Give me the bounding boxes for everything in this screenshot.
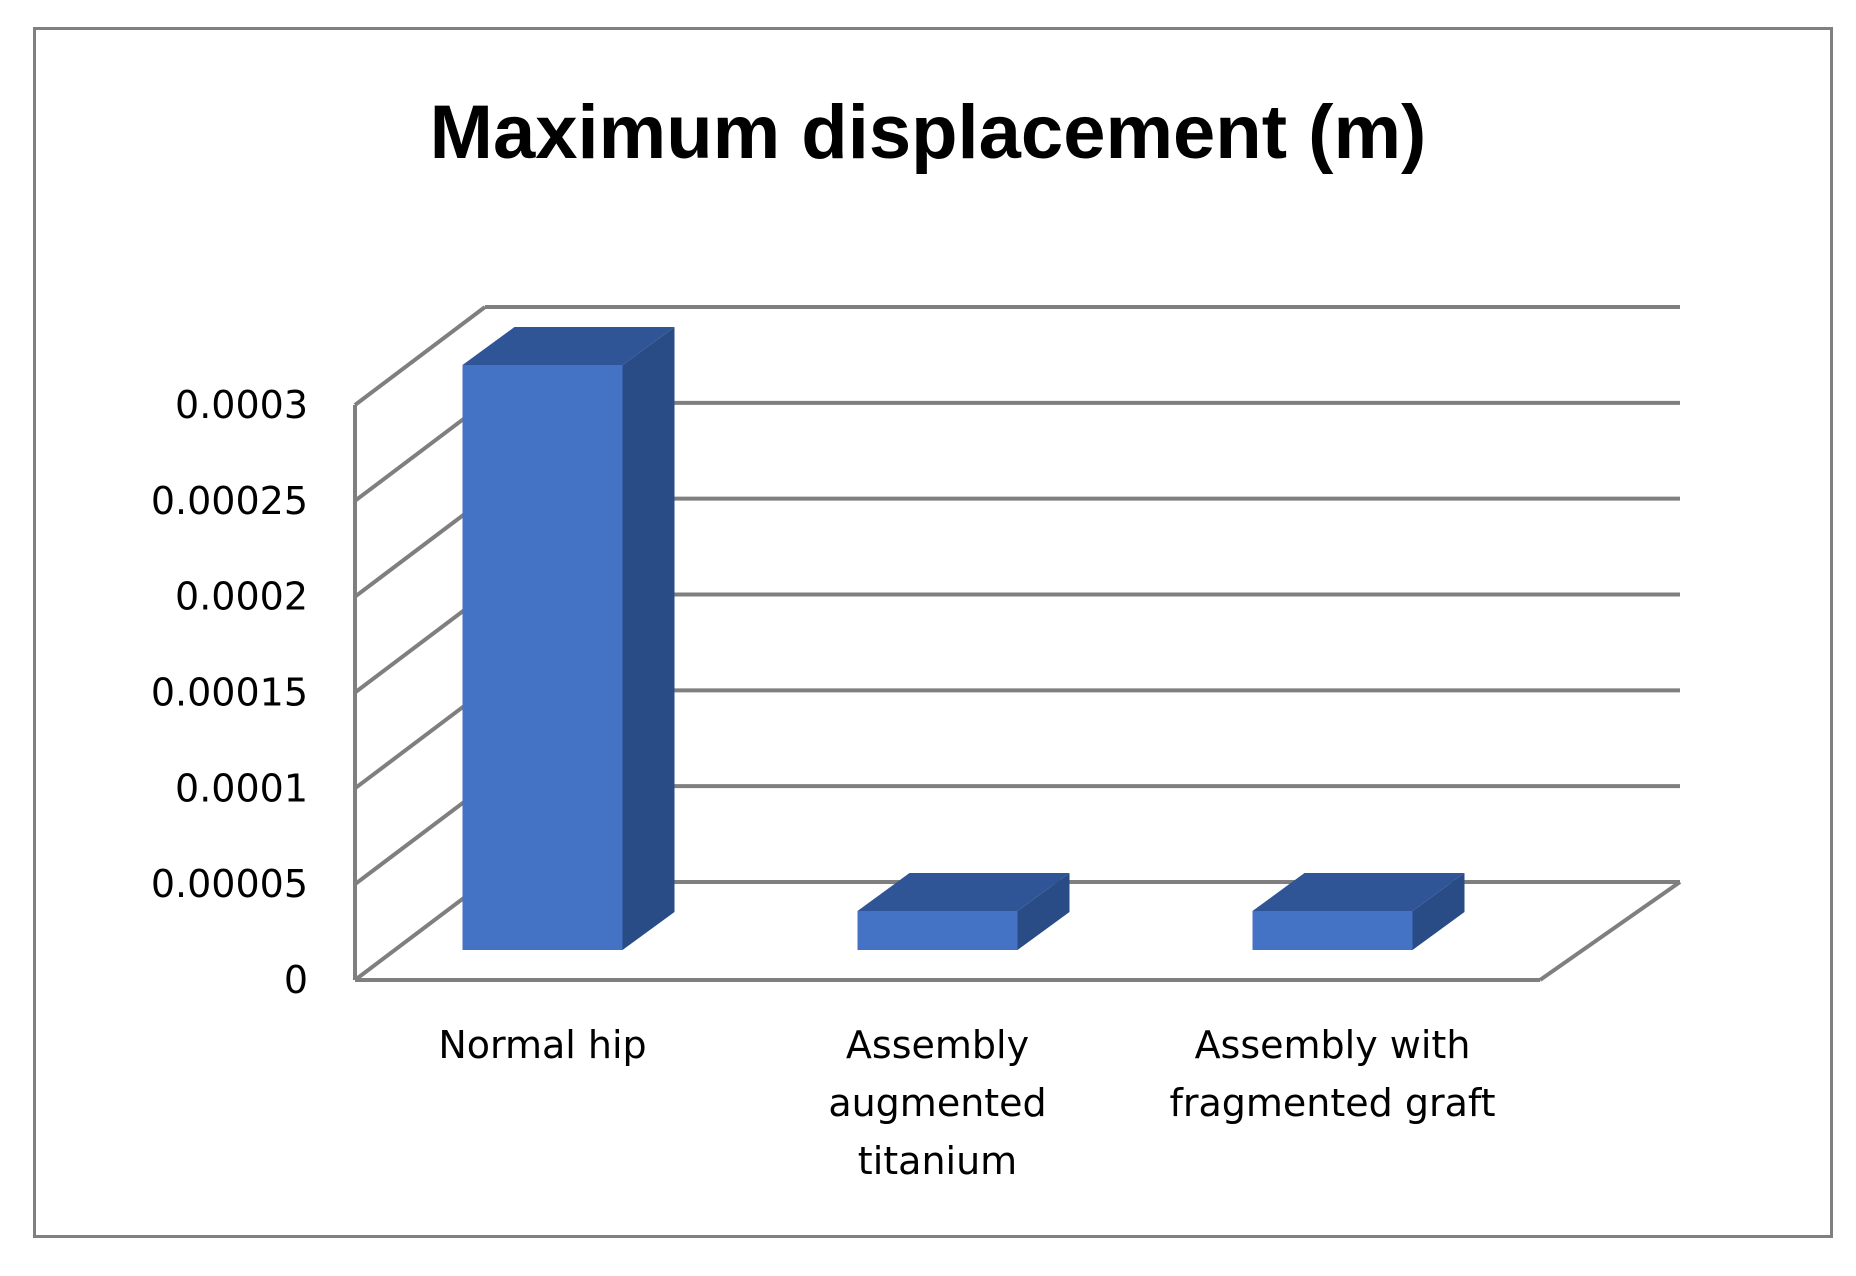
y-tick-label: 0 <box>284 958 308 1002</box>
y-tick-label: 0.0002 <box>175 575 308 619</box>
side-wall-gridline <box>353 305 487 407</box>
y-tick-label: 0.00005 <box>151 862 308 906</box>
y-tick-label: 0.00015 <box>151 671 308 715</box>
bar-side <box>1017 873 1070 950</box>
x-category-label: Normal hip <box>438 1023 646 1067</box>
bar <box>462 365 623 950</box>
x-category-label: Assembly with fragmented graft <box>1169 1023 1495 1125</box>
bar-side <box>1412 873 1465 950</box>
y-tick-label: 0.00025 <box>151 479 308 523</box>
bar-side <box>622 327 675 950</box>
x-category-label: Assembly augmented titanium <box>828 1023 1046 1183</box>
y-tick-label: 0.0001 <box>175 766 308 810</box>
bar-top <box>1252 873 1465 911</box>
bar-top <box>857 873 1070 911</box>
chart-frame <box>33 27 1833 1238</box>
y-tick-label: 0.0003 <box>175 383 308 427</box>
bar-top <box>462 327 675 365</box>
floor-right-edge <box>1538 880 1682 982</box>
chart-title: Maximum displacement (m) <box>429 90 1427 175</box>
bar <box>1252 911 1413 950</box>
bar <box>857 911 1018 950</box>
